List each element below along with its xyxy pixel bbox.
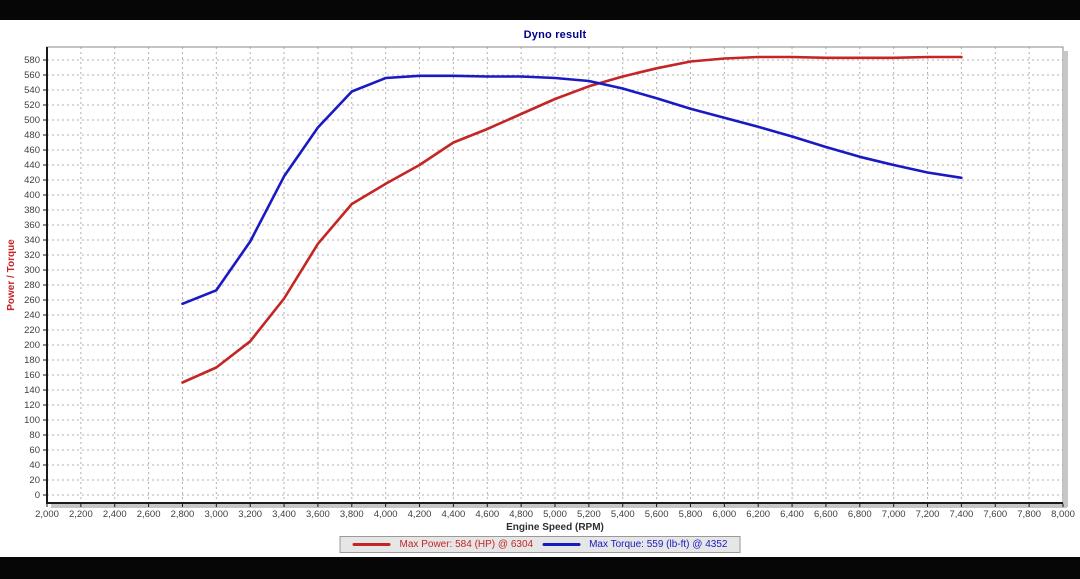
torque-legend-label: Max Torque: 559 (lb-ft) @ 4352 xyxy=(589,539,728,550)
plot-shadow-bottom xyxy=(51,504,1067,508)
x-axis-tick-label: 3,400 xyxy=(272,509,296,520)
torque-curve xyxy=(181,74,963,306)
x-axis-tick-label: 4,600 xyxy=(475,509,499,520)
power-curve xyxy=(181,55,963,384)
torque-legend-swatch xyxy=(542,543,581,546)
x-axis-tick-label: 6,600 xyxy=(814,509,838,520)
power-legend-label: Max Power: 584 (HP) @ 6304 xyxy=(399,539,534,550)
y-axis-tick-label: 40 xyxy=(29,460,40,471)
y-axis-tick-label: 120 xyxy=(24,400,40,411)
x-axis-tick-label: 6,000 xyxy=(712,509,736,520)
y-axis-tick-label: 460 xyxy=(24,145,40,156)
y-axis-tick-label: 100 xyxy=(24,415,40,426)
y-axis-tick-label: 440 xyxy=(24,160,40,171)
y-axis-tick-label: 140 xyxy=(24,385,40,396)
dyno-chart-panel: Dyno result 2,000 2,200 2,400 2,600 2,800 3,0… xyxy=(0,20,1080,557)
plot-shadow-right xyxy=(1064,51,1068,507)
x-axis-tick-label: 5,200 xyxy=(577,509,601,520)
x-axis-tick-label: 3,600 xyxy=(306,509,330,520)
x-axis-tick-label: 4,000 xyxy=(374,509,398,520)
x-axis-tick-label: 7,000 xyxy=(882,509,906,520)
y-axis-tick-label: 200 xyxy=(24,340,40,351)
y-axis-tick-label: 480 xyxy=(24,130,40,141)
x-axis-tick-label: 7,600 xyxy=(983,509,1007,520)
y-axis-tick-label: 580 xyxy=(24,55,40,66)
y-axis-tick-label: 0 xyxy=(35,490,40,501)
x-axis-tick-label: 7,400 xyxy=(950,509,974,520)
y-axis-tick-label: 260 xyxy=(24,295,40,306)
y-axis-tick-label: 60 xyxy=(29,445,40,456)
x-axis-tick-label: 2,800 xyxy=(171,509,195,520)
power-legend-swatch xyxy=(352,543,391,546)
x-axis-tick-label: 7,200 xyxy=(916,509,940,520)
x-axis-tick-label: 5,800 xyxy=(679,509,703,520)
y-axis-tick-label: 380 xyxy=(24,205,40,216)
chart-legend: Max Power: 584 (HP) @ 6304 Max Torque: 5… xyxy=(339,536,741,553)
x-axis-tick-label: 6,400 xyxy=(780,509,804,520)
x-axis-tick-label: 2,200 xyxy=(69,509,93,520)
y-axis-tick-label: 340 xyxy=(24,235,40,246)
y-axis-tick-label: 220 xyxy=(24,325,40,336)
x-axis-tick-label: 2,000 xyxy=(35,509,59,520)
y-axis-tick-label: 280 xyxy=(24,280,40,291)
y-axis-tick-label: 300 xyxy=(24,265,40,276)
x-axis-tick-label: 2,600 xyxy=(137,509,161,520)
y-axis-tick-label: 540 xyxy=(24,85,40,96)
x-axis-tick-label: 4,800 xyxy=(509,509,533,520)
x-axis-tick-label: 5,600 xyxy=(645,509,669,520)
chart-title: Dyno result xyxy=(523,29,587,41)
x-axis-title: Engine Speed (RPM) xyxy=(506,522,604,533)
x-axis-tick-label: 8,000 xyxy=(1051,509,1075,520)
x-axis-tick-label: 4,200 xyxy=(408,509,432,520)
y-axis-tick-label: 80 xyxy=(29,430,40,441)
y-axis-title: Power / Torque xyxy=(6,239,17,311)
letterbox-top xyxy=(0,0,1080,20)
y-axis-tick-label: 560 xyxy=(24,70,40,81)
x-axis-tick-label: 5,000 xyxy=(543,509,567,520)
y-axis-tick-label: 20 xyxy=(29,475,40,486)
x-axis-tick-label: 5,400 xyxy=(611,509,635,520)
y-axis-tick-label: 500 xyxy=(24,115,40,126)
x-axis-tick-label: 3,000 xyxy=(204,509,228,520)
x-axis-tick-label: 3,200 xyxy=(238,509,262,520)
y-axis-tick-label: 420 xyxy=(24,175,40,186)
y-axis-tick-label: 360 xyxy=(24,220,40,231)
y-axis-tick-label: 240 xyxy=(24,310,40,321)
dyno-plot-canvas: 2,000 2,200 2,400 2,600 2,800 3,000 3,200 3,400… xyxy=(6,46,1075,520)
letterbox-bottom xyxy=(0,557,1080,579)
x-axis-tick-label: 7,800 xyxy=(1017,509,1041,520)
x-axis-tick-label: 2,400 xyxy=(103,509,127,520)
y-axis-tick-label: 320 xyxy=(24,250,40,261)
x-axis-tick-label: 3,800 xyxy=(340,509,364,520)
x-axis-tick-label: 6,200 xyxy=(746,509,770,520)
y-axis-tick-label: 180 xyxy=(24,355,40,366)
x-axis-tick-label: 6,800 xyxy=(848,509,872,520)
y-axis-tick-label: 160 xyxy=(24,370,40,381)
plot-area xyxy=(47,47,1063,503)
x-axis-tick-label: 4,400 xyxy=(442,509,466,520)
y-axis-tick-label: 400 xyxy=(24,190,40,201)
y-axis-tick-label: 520 xyxy=(24,100,40,111)
